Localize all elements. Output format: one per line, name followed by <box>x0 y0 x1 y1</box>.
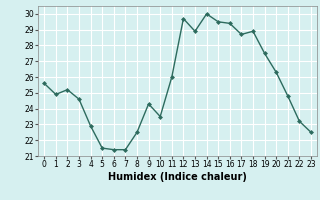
X-axis label: Humidex (Indice chaleur): Humidex (Indice chaleur) <box>108 172 247 182</box>
